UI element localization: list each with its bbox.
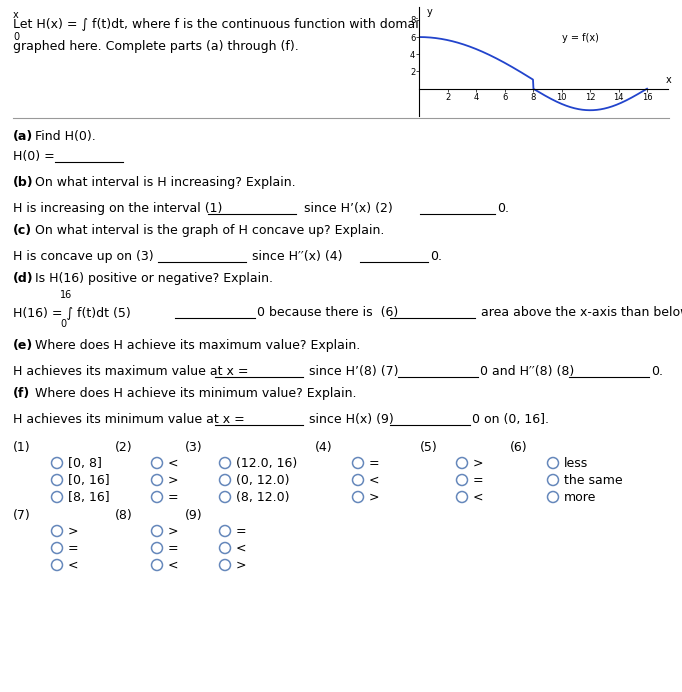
Text: <: < <box>369 474 379 487</box>
Text: graphed here. Complete parts (a) through (f).: graphed here. Complete parts (a) through… <box>13 40 299 53</box>
Text: >: > <box>168 525 179 538</box>
Text: H achieves its maximum value at x =: H achieves its maximum value at x = <box>13 365 252 378</box>
Text: 0 on (0, 16].: 0 on (0, 16]. <box>472 413 549 426</box>
Text: (12.0, 16): (12.0, 16) <box>236 457 297 470</box>
Text: Where does H achieve its minimum value? Explain.: Where does H achieve its minimum value? … <box>31 387 357 400</box>
Text: (b): (b) <box>13 176 33 189</box>
Text: =: = <box>168 542 179 555</box>
Text: >: > <box>236 559 246 572</box>
Text: Is H(16) positive or negative? Explain.: Is H(16) positive or negative? Explain. <box>31 272 273 285</box>
Text: H(16) = ∫ f(t)dt (5): H(16) = ∫ f(t)dt (5) <box>13 306 135 319</box>
Text: [0, 16]: [0, 16] <box>68 474 110 487</box>
Text: (c): (c) <box>13 224 32 237</box>
Text: (8): (8) <box>115 509 133 522</box>
Text: y: y <box>426 7 432 17</box>
Text: (e): (e) <box>13 339 33 352</box>
Text: (5): (5) <box>420 441 438 454</box>
Text: 0 because there is  (6): 0 because there is (6) <box>257 306 402 319</box>
Text: >: > <box>68 525 78 538</box>
Text: <: < <box>473 491 484 504</box>
Text: (4): (4) <box>315 441 333 454</box>
Text: area above the x-axis than below for y = f(x).: area above the x-axis than below for y =… <box>477 306 682 319</box>
Text: On what interval is H increasing? Explain.: On what interval is H increasing? Explai… <box>31 176 295 189</box>
Text: the same: the same <box>564 474 623 487</box>
Text: (a): (a) <box>13 130 33 143</box>
Text: since H’(8) (7): since H’(8) (7) <box>305 365 402 378</box>
Text: >: > <box>473 457 484 470</box>
Text: H is increasing on the interval (1): H is increasing on the interval (1) <box>13 202 226 215</box>
Text: Find H(0).: Find H(0). <box>31 130 95 143</box>
Text: (9): (9) <box>185 509 203 522</box>
Text: Let H(x) = ∫ f(t)dt, where f is the continuous function with domain [0, 16]: Let H(x) = ∫ f(t)dt, where f is the cont… <box>13 17 472 30</box>
Text: =: = <box>168 491 179 504</box>
Text: since H’(x) (2): since H’(x) (2) <box>300 202 397 215</box>
Text: (7): (7) <box>13 509 31 522</box>
Text: =: = <box>236 525 247 538</box>
Text: <: < <box>168 559 179 572</box>
Text: [0, 8]: [0, 8] <box>68 457 102 470</box>
Text: since H(x) (9): since H(x) (9) <box>305 413 398 426</box>
Text: <: < <box>168 457 179 470</box>
Text: <: < <box>68 559 78 572</box>
Text: 0.: 0. <box>651 365 663 378</box>
Text: H(0) =: H(0) = <box>13 150 59 163</box>
Text: 0: 0 <box>60 319 66 329</box>
Text: H achieves its minimum value at x =: H achieves its minimum value at x = <box>13 413 249 426</box>
Text: 0 and H′′(8) (8): 0 and H′′(8) (8) <box>480 365 578 378</box>
Text: since H′′(x) (4): since H′′(x) (4) <box>248 250 346 263</box>
Text: [8, 16]: [8, 16] <box>68 491 110 504</box>
Text: (8, 12.0): (8, 12.0) <box>236 491 289 504</box>
Text: =: = <box>473 474 484 487</box>
Text: (2): (2) <box>115 441 132 454</box>
Text: On what interval is the graph of H concave up? Explain.: On what interval is the graph of H conca… <box>31 224 385 237</box>
Text: 0.: 0. <box>497 202 509 215</box>
Text: (d): (d) <box>13 272 33 285</box>
Text: 0.: 0. <box>430 250 442 263</box>
Text: (f): (f) <box>13 387 30 400</box>
Text: less: less <box>564 457 589 470</box>
Text: (6): (6) <box>510 441 528 454</box>
Text: =: = <box>369 457 380 470</box>
Text: y = f(x): y = f(x) <box>562 33 599 44</box>
Text: (0, 12.0): (0, 12.0) <box>236 474 289 487</box>
Text: x: x <box>666 75 671 85</box>
Text: Where does H achieve its maximum value? Explain.: Where does H achieve its maximum value? … <box>31 339 360 352</box>
Text: x: x <box>13 10 18 20</box>
Text: 0: 0 <box>13 32 19 42</box>
Text: more: more <box>564 491 596 504</box>
Text: =: = <box>68 542 78 555</box>
Text: (3): (3) <box>185 441 203 454</box>
Text: >: > <box>168 474 179 487</box>
Text: (1): (1) <box>13 441 31 454</box>
Text: >: > <box>369 491 379 504</box>
Text: H is concave up on (3): H is concave up on (3) <box>13 250 158 263</box>
Text: <: < <box>236 542 246 555</box>
Text: 16: 16 <box>60 290 72 300</box>
